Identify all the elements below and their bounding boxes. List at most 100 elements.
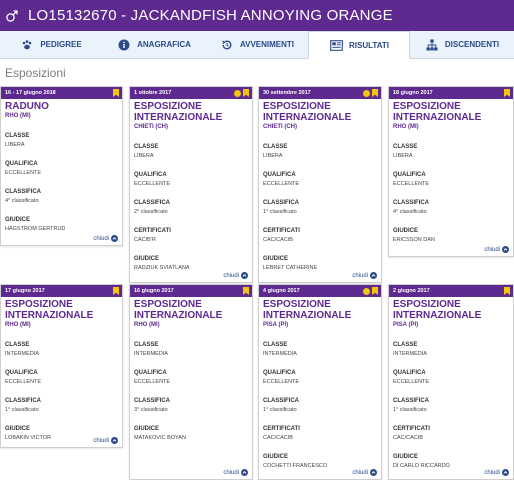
card-header: 16 giugno 2017	[130, 285, 252, 297]
field-giudice: GIUDICE HAGSTROM GERTRUD	[5, 217, 118, 233]
card-title: ESPOSIZIONE INTERNAZIONALE	[134, 101, 223, 123]
field-label: CERTIFICATI	[263, 426, 300, 432]
field-classe: CLASSE LIBERA	[263, 144, 377, 160]
bookmark-icon[interactable]	[504, 89, 510, 97]
tab-discendenti[interactable]: DISCENDENTI	[410, 31, 514, 58]
field-label: QUALIFICA	[263, 370, 296, 376]
field-giudice: GIUDICE MATAKOVIC BOYAN	[134, 426, 248, 442]
field-certificati: CERTIFICATI CAC/CACIB	[263, 228, 377, 244]
card-city: PISA (PI)	[263, 322, 289, 328]
field-label: GIUDICE	[393, 454, 419, 460]
field-value: 1° classificato	[263, 209, 297, 215]
card-header: 16 - 17 giugno 2018	[1, 87, 122, 99]
chevron-up-icon	[502, 469, 509, 476]
field-label: CLASSIFICA	[5, 189, 41, 195]
chiudi-link[interactable]: chiudi	[223, 469, 248, 476]
field-label: CLASSIFICA	[134, 200, 170, 206]
field-value: ECCELLENTE	[263, 181, 300, 187]
bookmark-icon[interactable]	[504, 287, 510, 295]
field-classe: CLASSE LIBERA	[393, 144, 509, 160]
field-value: CAC/CACIB	[263, 237, 293, 243]
bookmark-icon[interactable]	[243, 89, 249, 97]
bookmark-icon[interactable]	[372, 287, 378, 295]
field-classe: CLASSE INTERMEDIA	[5, 342, 118, 358]
field-value: ECCELLENTE	[134, 379, 171, 385]
chiudi-link[interactable]: chiudi	[93, 235, 118, 242]
card-title: ESPOSIZIONE INTERNAZIONALE	[263, 299, 352, 321]
section-title: Esposizioni	[5, 66, 66, 80]
field-classifica: CLASSIFICA 1° classificato	[263, 398, 377, 414]
bookmark-icon[interactable]	[113, 89, 119, 97]
bookmark-icon[interactable]	[243, 287, 249, 295]
card-date: 18 giugno 2017	[393, 90, 433, 96]
tab-label: DISCENDENTI	[444, 40, 500, 49]
field-label: CLASSIFICA	[134, 398, 170, 404]
field-giudice: GIUDICE RADZIUK SVIATLANA	[134, 256, 248, 272]
card-header: 1 ottobre 2017	[130, 87, 252, 99]
field-value: 1° classificato	[5, 407, 39, 413]
chiudi-link[interactable]: chiudi	[484, 469, 509, 476]
field-classe: CLASSE INTERMEDIA	[263, 342, 377, 358]
result-card: 17 giugno 2017 ESPOSIZIONE INTERNAZIONAL…	[0, 284, 123, 448]
tab-label: ANAGRAFICA	[137, 40, 191, 49]
result-card: 2 giugno 2017 ESPOSIZIONE INTERNAZIONALE…	[388, 284, 514, 480]
field-certificati: CERTIFICATI CAC/CACIB	[393, 426, 509, 442]
field-label: CERTIFICATI	[393, 426, 430, 432]
field-qualifica: QUALIFICA ECCELLENTE	[5, 161, 118, 177]
field-label: GIUDICE	[5, 217, 31, 223]
medal-icon	[234, 89, 241, 97]
tab-risultati[interactable]: RISULTATI	[308, 31, 410, 59]
field-giudice: GIUDICE COCHETTI FRANCESCO	[263, 454, 377, 470]
field-label: CLASSIFICA	[393, 398, 429, 404]
field-label: GIUDICE	[5, 426, 31, 432]
field-label: CLASSE	[134, 144, 159, 150]
field-qualifica: QUALIFICA ECCELLENTE	[134, 172, 248, 188]
card-header: 18 giugno 2017	[389, 87, 513, 99]
chiudi-link[interactable]: chiudi	[484, 246, 509, 253]
chiudi-link[interactable]: chiudi	[352, 272, 377, 279]
result-card: 18 giugno 2017 ESPOSIZIONE INTERNAZIONAL…	[388, 86, 514, 257]
chevron-up-icon	[370, 469, 377, 476]
card-city: CHIETI (CH)	[134, 124, 168, 130]
field-qualifica: QUALIFICA ECCELLENTE	[263, 370, 377, 386]
field-label: CLASSE	[5, 133, 30, 139]
field-qualifica: QUALIFICA ECCELLENTE	[134, 370, 248, 386]
field-classe: CLASSE INTERMEDIA	[134, 342, 248, 358]
field-label: CERTIFICATI	[263, 228, 300, 234]
chevron-up-icon	[111, 437, 118, 444]
card-date: 16 giugno 2017	[134, 288, 174, 294]
field-label: GIUDICE	[263, 454, 289, 460]
tab-anagrafica[interactable]: ANAGRAFICA	[102, 31, 206, 58]
card-city: CHIETI (CH)	[263, 124, 297, 130]
card-header: 17 giugno 2017	[1, 285, 122, 297]
card-header: 4 giugno 2017	[259, 285, 381, 297]
field-value: COCHETTI FRANCESCO	[263, 463, 328, 469]
bookmark-icon[interactable]	[372, 89, 378, 97]
field-giudice: GIUDICE LOBAKIN VICTOR	[5, 426, 118, 442]
chevron-up-icon	[111, 235, 118, 242]
chiudi-link[interactable]: chiudi	[352, 469, 377, 476]
field-value: 3° classificato	[134, 407, 168, 413]
tab-avvenimenti[interactable]: AVVENIMENTI	[206, 31, 308, 58]
chiudi-link[interactable]: chiudi	[223, 272, 248, 279]
bookmark-icon[interactable]	[113, 287, 119, 295]
card-city: RHO (MI)	[5, 113, 31, 119]
field-certificati: CERTIFICATI CACIB'R	[134, 228, 248, 244]
field-value: LIBERA	[393, 153, 413, 159]
result-card: 4 giugno 2017 ESPOSIZIONE INTERNAZIONALE…	[258, 284, 382, 480]
field-value: HAGSTROM GERTRUD	[5, 226, 66, 232]
history-icon	[220, 38, 234, 52]
tab-label: PEDIGREE	[40, 40, 82, 49]
field-label: CLASSIFICA	[263, 200, 299, 206]
card-city: RHO (MI)	[5, 322, 31, 328]
card-city: RHO (MI)	[134, 322, 160, 328]
field-classifica: CLASSIFICA 4° classificato	[5, 189, 118, 205]
field-label: CLASSE	[263, 144, 288, 150]
field-value: LIBERA	[5, 142, 25, 148]
field-classifica: CLASSIFICA 4° classificato	[393, 200, 509, 216]
result-card: 1 ottobre 2017 ESPOSIZIONE INTERNAZIONAL…	[129, 86, 253, 283]
field-value: CAC/CACIB	[393, 435, 423, 441]
tab-pedigree[interactable]: PEDIGREE	[0, 31, 102, 58]
chiudi-link[interactable]: chiudi	[93, 437, 118, 444]
field-label: CLASSIFICA	[5, 398, 41, 404]
